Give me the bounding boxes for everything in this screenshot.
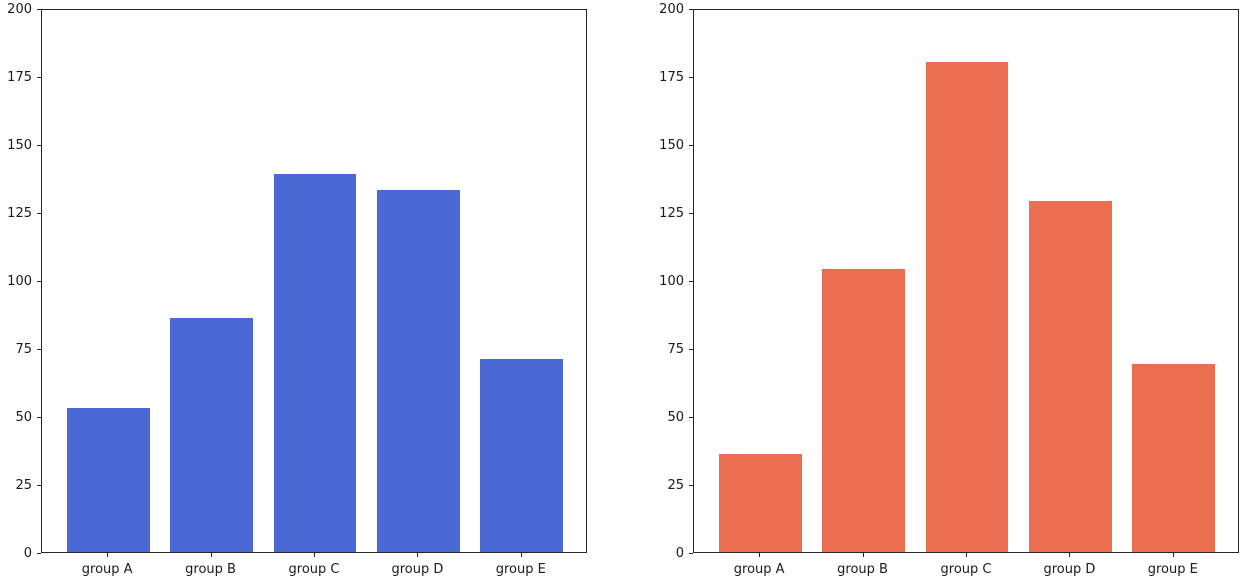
y-tick-mark <box>37 76 41 78</box>
y-tick-mark <box>37 552 41 554</box>
y-tick-label: 75 <box>15 341 32 357</box>
y-tick-mark <box>689 144 693 146</box>
y-tick-label: 200 <box>7 1 32 17</box>
y-tick-label: 0 <box>23 545 32 561</box>
y-tick-label: 25 <box>15 477 32 493</box>
y-tick-mark <box>689 484 693 486</box>
x-tick-label-group-c: group C <box>940 562 992 577</box>
x-tick-label-group-c: group C <box>288 562 340 577</box>
bar-group-c <box>273 173 357 552</box>
x-tick-mark <box>1069 553 1071 557</box>
y-tick-label: 200 <box>659 1 684 17</box>
y-tick-mark <box>689 212 693 214</box>
x-tick-label-group-d: group D <box>1043 562 1096 577</box>
x-tick-mark <box>210 553 212 557</box>
y-tick-mark <box>37 144 41 146</box>
bar-group-b <box>822 269 905 552</box>
plot-area <box>693 9 1239 553</box>
y-tick-label: 175 <box>7 69 32 85</box>
y-tick-mark <box>37 416 41 418</box>
y-tick-mark <box>689 348 693 350</box>
y-tick-label: 50 <box>667 409 684 425</box>
y-tick-mark <box>689 552 693 554</box>
bar-chart-orange: 0 25 50 75 100 125 150 175 200 group A group B grou… <box>652 0 1244 586</box>
y-tick-label: 175 <box>659 69 684 85</box>
x-tick-mark <box>417 553 419 557</box>
x-tick-label-group-a: group A <box>81 562 133 577</box>
x-tick-mark <box>862 553 864 557</box>
y-tick-label: 150 <box>7 137 32 153</box>
x-tick-label-group-b: group B <box>837 562 888 577</box>
bar-group-d <box>377 190 460 552</box>
x-tick-mark <box>314 553 315 557</box>
x-tick-label-group-d: group D <box>391 562 444 577</box>
plot-area <box>41 9 587 553</box>
y-tick-label: 125 <box>7 205 32 221</box>
y-tick-label: 100 <box>7 273 32 289</box>
y-tick-label: 25 <box>667 477 684 493</box>
y-tick-mark <box>37 280 41 282</box>
bar-group-b <box>170 318 253 552</box>
bar-group-a <box>718 454 802 552</box>
y-tick-label: 75 <box>667 341 684 357</box>
y-tick-label: 0 <box>675 545 684 561</box>
y-tick-mark <box>689 416 693 418</box>
x-tick-mark <box>520 553 522 557</box>
x-tick-label-group-e: group E <box>1147 562 1198 577</box>
y-tick-mark <box>37 8 41 10</box>
x-tick-mark <box>1172 553 1174 557</box>
bar-group-d <box>1029 201 1112 552</box>
x-tick-label-group-a: group A <box>733 562 785 577</box>
y-tick-mark <box>37 348 41 350</box>
y-tick-label: 50 <box>15 409 32 425</box>
y-tick-mark <box>689 8 693 10</box>
x-tick-mark <box>966 553 967 557</box>
x-tick-label-group-b: group B <box>185 562 236 577</box>
y-tick-mark <box>37 212 41 214</box>
bar-group-e <box>1132 364 1216 552</box>
y-tick-mark <box>37 484 41 486</box>
y-tick-label: 125 <box>659 205 684 221</box>
y-tick-label: 150 <box>659 137 684 153</box>
bar-group-a <box>66 407 150 552</box>
y-tick-label: 100 <box>659 273 684 289</box>
y-tick-mark <box>689 76 693 78</box>
x-tick-label-group-e: group E <box>495 562 546 577</box>
x-tick-mark <box>759 553 761 557</box>
bar-chart-blue: 0 25 50 75 100 125 150 175 200 group A group B grou… <box>0 0 592 586</box>
bar-group-e <box>480 358 564 552</box>
y-tick-mark <box>689 280 693 282</box>
bar-group-c <box>925 62 1009 552</box>
x-tick-mark <box>107 553 109 557</box>
